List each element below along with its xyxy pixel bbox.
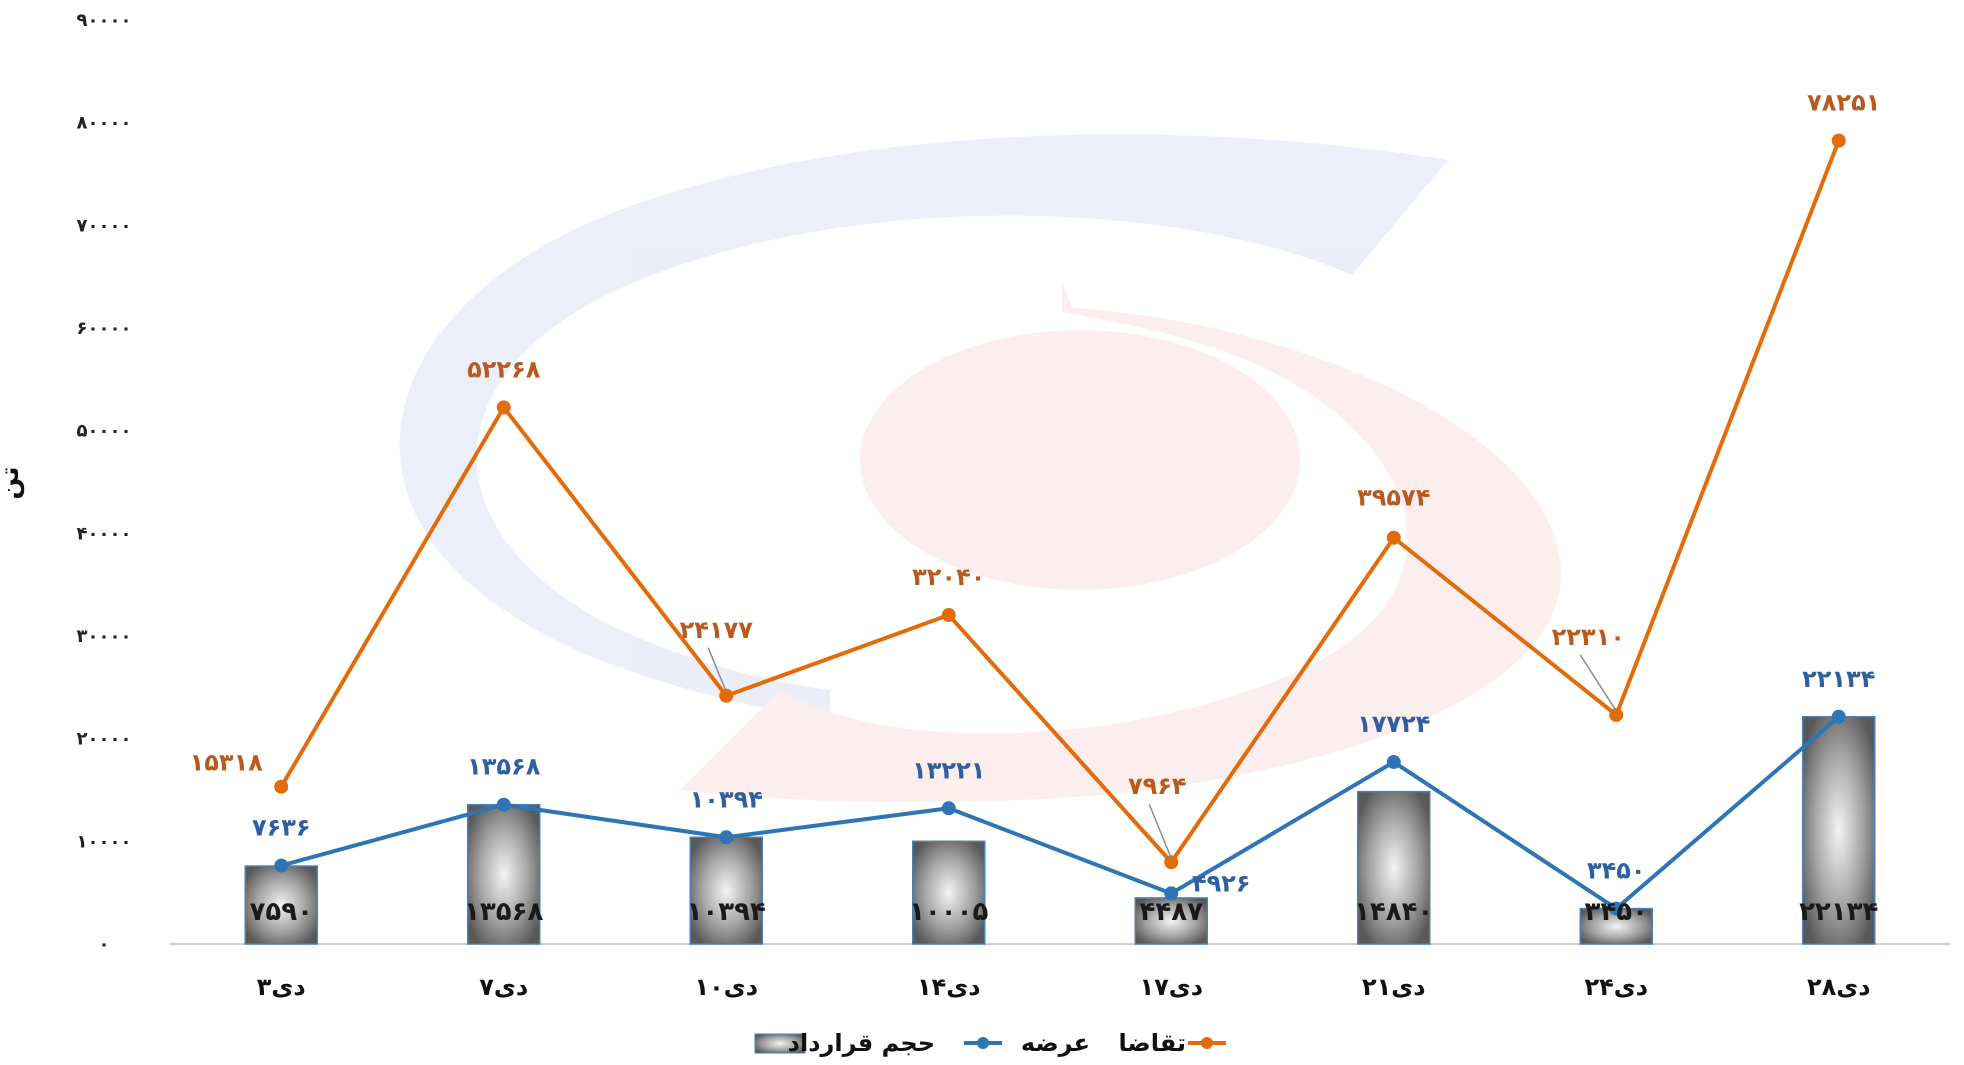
axes: تن [0,466,1950,945]
x-tick-label: ۲۱دی [1362,973,1426,1001]
y-tick-label: ۴۰۰۰۰ [77,523,132,544]
y-tick-label: ۱۰۰۰۰ [77,831,132,852]
demand-point [496,400,511,415]
supply-point [1609,901,1624,916]
legend: تقاضا عرضه حجم قرارداد [754,1029,1226,1057]
supply-point [1164,886,1179,901]
x-tick-label: ۷دی [479,973,528,1001]
watermark-red-disc [860,330,1300,590]
demand-data-label: ۲۲۳۱۰ [1552,623,1625,651]
demand-point [1386,530,1401,545]
demand-data-label: ۳۹۵۷۴ [1357,484,1430,512]
lines [279,139,1841,911]
y-tick-label: ۳۰۰۰۰ [77,626,132,647]
x-tick-label: ۱۷دی [1139,973,1203,1001]
legend-volume-label: حجم قرارداد [788,1029,935,1057]
demand-line [279,139,1841,865]
supply-point [1386,755,1401,770]
y-tick-label: ۵۰۰۰۰ [77,421,132,442]
legend-supply-label: عرضه [1021,1029,1090,1057]
points [274,133,1846,916]
volume-data-label: ۱۳۵۶۸ [464,897,543,927]
supply-point [1831,709,1846,724]
demand-data-label: ۳۲۰۴۰ [912,563,985,591]
y-axis-title: تن [0,466,25,499]
demand-data-label: ۷۸۲۵۱ [1807,89,1880,117]
y-tick-label: ۷۰۰۰۰ [77,215,132,236]
legend-demand-marker [1201,1037,1213,1049]
x-tick-label: ۲۸دی [1807,973,1871,1001]
supply-data-label: ۷۶۳۶ [252,814,311,842]
supply-data-label: ۳۴۵۰ [1587,857,1646,885]
volume-data-label: ۱۰۳۹۴ [687,897,766,927]
volume-data-label: ۷۵۹۰ [250,897,313,927]
volume-data-label: ۱۰۰۰۵ [909,897,988,927]
supply-data-label: ۴۹۲۶ [1192,869,1251,897]
legend-item-supply: عرضه [964,1029,1090,1057]
supply-point [274,858,289,873]
watermark-blue-arc [399,134,1448,720]
supply-data-label: ۱۳۵۶۸ [467,753,541,781]
y-tick-label: ۹۰۰۰۰ [77,10,132,31]
supply-data-label: ۱۷۷۲۴ [1357,710,1430,738]
bar [1802,716,1876,945]
legend-item-demand: تقاضا [1119,1029,1226,1057]
demand-point [719,688,734,703]
supply-point [941,801,956,816]
demand-point [1609,707,1624,722]
volume-data-label: ۴۴۸۷ [1140,897,1204,927]
watermark-logo [399,134,1562,802]
demand-label-leader [707,647,727,693]
y-tick-label: ۲۰۰۰۰ [77,729,132,750]
bars [244,716,1876,945]
demand-point [1164,855,1179,870]
bar [912,840,986,945]
legend-item-volume: حجم قرارداد [754,1029,935,1057]
demand-point [941,608,956,623]
y-tick-labels: ۰ ۱۰۰۰۰ ۲۰۰۰۰ ۳۰۰۰۰ ۴۰۰۰۰ ۵۰۰۰۰ ۶۰۰۰۰ ۷۰۰۰۰ ۸۰۰۰… [77,10,132,955]
supply-point [719,830,734,845]
supply-point [496,797,511,812]
x-tick-label: ۳دی [257,973,306,1001]
bar [244,865,318,945]
bar [689,836,763,945]
x-tick-label: ۲۴دی [1584,973,1648,1001]
bar [467,803,541,945]
demand-point [1831,133,1846,148]
supply-data-label: ۱۰۳۹۴ [690,785,763,813]
y-tick-label: ۶۰۰۰۰ [77,318,132,339]
legend-volume-swatch [754,1033,806,1054]
supply-data-label: ۲۲۱۳۴ [1802,665,1875,693]
demand-data-label: ۲۴۱۷۷ [680,616,754,644]
supply-line [280,715,1841,911]
demand-data-label: ۱۵۳۱۸ [190,749,264,777]
demand-data-label: ۷۹۶۴ [1128,772,1187,800]
volume-data-label: ۲۲۱۳۴ [1799,897,1878,927]
legend-supply-marker [977,1037,989,1049]
x-tick-label: ۱۰دی [694,973,758,1001]
legend-demand-label: تقاضا [1119,1029,1187,1057]
supply-data-label: ۱۳۲۲۱ [912,756,985,784]
volume-data-label: ۱۴۸۴۰ [1354,897,1433,927]
watermark-red-arc [680,282,1562,802]
data-labels: ۱۵۳۱۸ ۵۲۲۶۸ ۲۴۱۷۷ ۳۲۰۴۰ ۷۹۶۴ ۳۹۵۷۴ ۲۲۳۱۰ ۷۸۲۵۱ ۷… [190,89,1881,927]
demand-label-leader [1148,803,1172,859]
bar [1357,790,1431,945]
y-tick-label: ۸۰۰۰۰ [77,113,132,134]
y-tick-label: ۰ [99,934,110,955]
demand-point [274,779,289,794]
volume-data-label: ۳۴۵۰ [1585,897,1648,927]
x-tick-label: ۱۴دی [917,973,981,1001]
demand-label-leader [1579,654,1617,712]
demand-data-label: ۵۲۲۶۸ [467,355,541,383]
x-tick-labels: ۳دی ۷دی ۱۰دی ۱۴دی ۱۷دی ۲۱دی ۲۴دی ۲۸دی [257,973,1871,1001]
